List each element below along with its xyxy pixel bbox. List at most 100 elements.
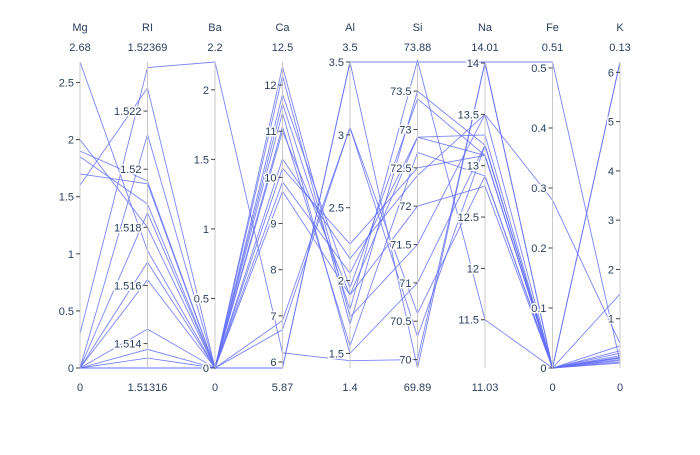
tick-label: 0.4 xyxy=(531,123,546,135)
axis-range-max-si: 73.88 xyxy=(404,42,432,54)
axis-range-min-si: 69.89 xyxy=(404,382,432,394)
tick-label-halo: 1.522 xyxy=(114,106,142,118)
tick-label: 1.516 xyxy=(114,280,142,292)
tick-label: 1.5 xyxy=(194,154,209,166)
tick-label: 0 xyxy=(68,363,74,375)
tick-label-halo: 1.5 xyxy=(59,192,74,204)
tick-label: 1.52 xyxy=(120,164,141,176)
tick-label-halo: 14 xyxy=(467,58,479,70)
axis-title-k: K xyxy=(616,22,624,34)
tick-label-halo: 8 xyxy=(270,265,276,277)
tick-label: 0.5 xyxy=(194,293,209,305)
tick-label-halo: 71.5 xyxy=(390,240,411,252)
tick-label-halo: 3 xyxy=(338,130,344,142)
tick-label-halo: 73.5 xyxy=(390,86,411,98)
axis-si[interactable]: Si73.8869.89707070.570.5717171.571.57272… xyxy=(389,22,432,394)
tick-label: 72.5 xyxy=(390,163,411,175)
axes: Mg2.680000.50.5111.51.5222.52.5RI1.52369… xyxy=(57,22,631,394)
axis-range-min-mg: 0 xyxy=(77,382,83,394)
tick-label-halo: 6 xyxy=(270,357,276,369)
tick-label: 0.1 xyxy=(531,303,546,315)
tick-label: 2.5 xyxy=(329,203,344,215)
tick-label-halo: 1.52 xyxy=(120,164,141,176)
tick-label-halo: 1 xyxy=(608,314,614,326)
tick-label: 3 xyxy=(338,130,344,142)
tick-label-halo: 71 xyxy=(399,278,411,290)
axis-range-max-ca: 12.5 xyxy=(272,42,293,54)
tick-label-halo: 2 xyxy=(68,135,74,147)
tick-label: 2 xyxy=(338,276,344,288)
axis-range-max-ri: 1.52369 xyxy=(128,42,168,54)
tick-label: 71 xyxy=(399,278,411,290)
tick-label-halo: 0.5 xyxy=(531,63,546,75)
axis-title-ri: RI xyxy=(142,22,153,34)
axis-title-al: Al xyxy=(345,22,355,34)
tick-label-halo: 0 xyxy=(203,363,209,375)
tick-label: 9 xyxy=(270,219,276,231)
axis-title-fe: Fe xyxy=(546,22,559,34)
tick-label-halo: 2 xyxy=(608,264,614,276)
axis-range-min-na: 11.03 xyxy=(472,382,499,394)
tick-label: 7 xyxy=(270,311,276,323)
tick-label: 12 xyxy=(467,263,479,275)
tick-label: 11 xyxy=(265,126,276,138)
tick-label-halo: 0.5 xyxy=(194,293,209,305)
tick-label-halo: 1.518 xyxy=(114,222,142,234)
tick-label-halo: 12 xyxy=(467,263,479,275)
tick-label: 6 xyxy=(270,357,276,369)
tick-label: 8 xyxy=(270,265,276,277)
tick-label: 11.5 xyxy=(458,315,479,327)
tick-label: 13 xyxy=(467,161,479,173)
tick-label: 70.5 xyxy=(390,316,411,328)
tick-label: 0 xyxy=(540,363,546,375)
tick-label-halo: 9 xyxy=(270,219,276,231)
axis-range-min-ba: 0 xyxy=(212,382,218,394)
axis-title-mg: Mg xyxy=(72,22,87,34)
tick-label: 1.518 xyxy=(114,222,142,234)
tick-label: 73.5 xyxy=(390,86,411,98)
tick-label: 13.5 xyxy=(458,109,479,121)
axis-range-max-ba: 2.2 xyxy=(207,42,222,54)
tick-label-halo: 1 xyxy=(203,224,209,236)
tick-label-halo: 72 xyxy=(399,201,411,213)
tick-label-halo: 72.5 xyxy=(390,163,411,175)
tick-label-halo: 2.5 xyxy=(59,78,74,90)
tick-label-halo: 11.5 xyxy=(458,315,479,327)
axis-title-ba: Ba xyxy=(208,22,222,34)
axis-na[interactable]: Na14.0111.0311.511.5121212.512.5131313.5… xyxy=(456,22,499,394)
tick-label: 5 xyxy=(608,117,614,129)
tick-label: 3 xyxy=(608,215,614,227)
tick-label-halo: 13 xyxy=(467,161,479,173)
axis-ri[interactable]: RI1.523691.513161.5141.5141.5161.5161.51… xyxy=(112,22,168,394)
tick-label: 10 xyxy=(264,172,276,184)
axis-range-min-k: 0 xyxy=(617,382,623,394)
tick-label-halo: 1.516 xyxy=(114,280,142,292)
tick-label-halo: 2.5 xyxy=(329,203,344,215)
tick-label: 1 xyxy=(203,224,209,236)
tick-label-halo: 2 xyxy=(338,276,344,288)
axis-title-si: Si xyxy=(413,22,423,34)
tick-label-halo: 10 xyxy=(264,172,276,184)
tick-label: 14 xyxy=(467,58,479,70)
tick-label-halo: 6 xyxy=(608,67,614,79)
tick-label-halo: 3.5 xyxy=(329,57,344,69)
tick-label-halo: 70.5 xyxy=(390,316,411,328)
tick-label: 6 xyxy=(608,67,614,79)
tick-label: 0.5 xyxy=(531,63,546,75)
tick-label-halo: 0.2 xyxy=(531,243,546,255)
axis-range-min-ca: 5.87 xyxy=(272,382,293,394)
tick-label: 0 xyxy=(203,363,209,375)
axis-title-na: Na xyxy=(478,22,493,34)
tick-label-halo: 4 xyxy=(608,166,614,178)
tick-label-halo: 1 xyxy=(68,249,74,261)
axis-range-max-na: 14.01 xyxy=(471,42,499,54)
tick-label: 4 xyxy=(608,166,614,178)
